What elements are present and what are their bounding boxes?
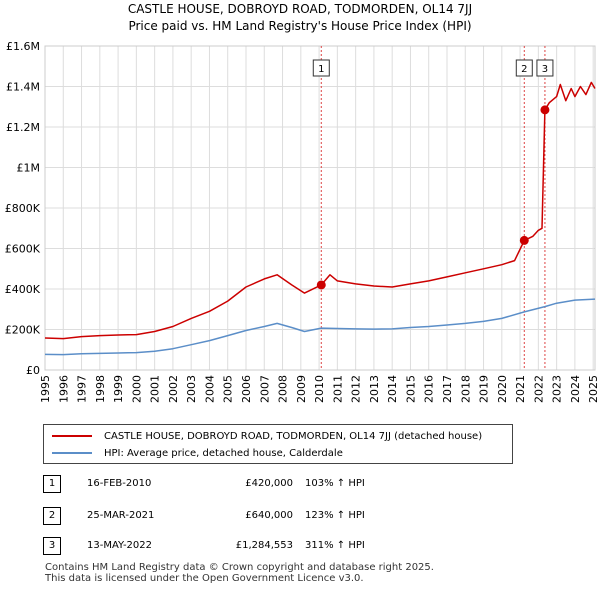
legend-item-property: CASTLE HOUSE, DOBROYD ROAD, TODMORDEN, O… (52, 429, 482, 443)
transaction-price: £420,000 (245, 478, 293, 489)
legend-label-property: CASTLE HOUSE, DOBROYD ROAD, TODMORDEN, O… (104, 430, 483, 442)
x-tick-label: 2024 (569, 375, 582, 403)
transaction-date: 25-MAR-2021 (87, 510, 155, 521)
x-tick-label: 2009 (295, 375, 308, 403)
legend-swatch-property (52, 435, 92, 437)
x-tick-label: 2023 (551, 375, 564, 403)
x-tick-label: 2006 (240, 375, 253, 403)
x-tick-label: 1997 (76, 375, 89, 403)
x-tick-label: 2020 (496, 375, 509, 403)
x-tick-label: 2018 (459, 375, 472, 403)
legend-swatch-hpi (52, 452, 92, 454)
y-tick-label: £0 (26, 364, 40, 377)
transaction-date: 13-MAY-2022 (87, 540, 153, 551)
sale-point (540, 105, 550, 115)
plot-border (44, 45, 596, 371)
transaction-date: 16-FEB-2010 (87, 478, 152, 489)
transaction-number: 1 (43, 475, 61, 493)
x-tick-label: 1999 (112, 375, 125, 403)
y-tick-label: £1M (17, 162, 41, 175)
transaction-price: £640,000 (245, 510, 293, 521)
x-tick-label: 2013 (368, 375, 381, 403)
hpi-series-line (44, 298, 596, 356)
x-tick-label: 2002 (167, 375, 180, 403)
transaction-hpi: 103% ↑ HPI (305, 478, 365, 489)
legend-item-hpi: HPI: Average price, detached house, Cald… (52, 446, 343, 460)
y-tick-label: £1.2M (6, 121, 40, 134)
x-tick-label: 2017 (441, 375, 454, 403)
y-tick-label: £400K (5, 283, 41, 296)
legend-label-hpi: HPI: Average price, detached house, Cald… (104, 447, 343, 459)
price-chart: £0 £200K £400K £600K £800K £1M £1.2M £1.4M £1.6M… (5, 40, 600, 403)
x-tick-label: 2001 (149, 375, 162, 403)
sale-marker-label: 2 (521, 64, 527, 75)
x-tick-label: 2011 (331, 375, 344, 403)
footer-copyright: Contains HM Land Registry data © Crown c… (45, 562, 434, 573)
x-tick-label: 2021 (514, 375, 527, 403)
chart-subtitle: Price paid vs. HM Land Registry's House … (128, 19, 472, 33)
sale-point (519, 235, 529, 245)
x-tick-label: 2025 (587, 375, 600, 403)
x-tick-label: 2008 (277, 375, 290, 403)
transaction-hpi: 311% ↑ HPI (305, 540, 365, 551)
x-tick-label: 2016 (423, 375, 436, 403)
x-tick-label: 2000 (130, 375, 143, 403)
sale-marker-box (515, 59, 533, 77)
x-tick-label: 1995 (39, 375, 52, 403)
y-tick-label: £800K (5, 202, 41, 215)
transaction-row: 1 16-FEB-2010 £420,000 103% ↑ HPI (43, 475, 563, 493)
sale-marker-box (312, 59, 330, 77)
legend: CASTLE HOUSE, DOBROYD ROAD, TODMORDEN, O… (43, 424, 513, 464)
property-series-line (44, 81, 596, 340)
y-tick-label: £1.6M (6, 40, 40, 53)
x-tick-label: 2019 (478, 375, 491, 403)
transaction-row: 2 25-MAR-2021 £640,000 123% ↑ HPI (43, 507, 563, 525)
sale-marker-label: 1 (318, 64, 324, 75)
transaction-number: 2 (43, 507, 61, 525)
x-tick-label: 2010 (313, 375, 326, 403)
x-tick-label: 2007 (258, 375, 271, 403)
transaction-row: 3 13-MAY-2022 £1,284,553 311% ↑ HPI (43, 537, 563, 555)
x-tick-label: 1998 (94, 375, 107, 403)
x-tick-label: 2003 (185, 375, 198, 403)
y-tick-label: £600K (5, 243, 41, 256)
x-tick-label: 2022 (532, 375, 545, 403)
x-tick-label: 2014 (386, 375, 399, 403)
sale-marker-box (536, 59, 554, 77)
y-tick-label: £200K (5, 324, 41, 337)
x-tick-label: 2015 (404, 375, 417, 403)
x-tick-label: 2004 (203, 375, 216, 403)
x-tick-label: 1996 (57, 375, 70, 403)
chart-title: CASTLE HOUSE, DOBROYD ROAD, TODMORDEN, O… (127, 2, 473, 16)
transaction-price: £1,284,553 (235, 540, 293, 551)
sale-point (316, 280, 326, 290)
transaction-number: 3 (43, 537, 61, 555)
transaction-hpi: 123% ↑ HPI (305, 510, 365, 521)
x-tick-label: 2012 (350, 375, 363, 403)
y-tick-label: £1.4M (6, 81, 40, 94)
footer-license: This data is licensed under the Open Gov… (45, 573, 364, 584)
x-tick-label: 2005 (222, 375, 235, 403)
sale-marker-label: 3 (542, 64, 548, 75)
